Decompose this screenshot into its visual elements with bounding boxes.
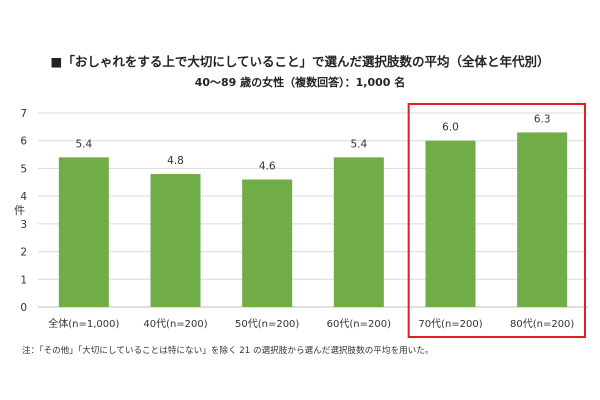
x-tick-label: 50代(n=200) (235, 318, 299, 330)
y-tick-label: 3 (20, 219, 27, 231)
y-tick-label: 6 (20, 136, 27, 148)
bar (517, 132, 568, 307)
bar (150, 173, 201, 307)
chart-title: ■「おしゃれをする上で大切にしていること」で選んだ選択肢数の平均（全体と年代別） (51, 54, 550, 69)
chart-subtitle: 40～89 歳の女性（複数回答）：1,000 名 (195, 75, 406, 89)
bars (58, 132, 568, 307)
gridlines (38, 112, 588, 308)
data-label: 6.0 (442, 122, 459, 134)
bar (58, 157, 109, 307)
highlight-box (407, 103, 586, 338)
x-tick-label: 80代(n=200) (510, 318, 574, 330)
y-tick-label: 2 (20, 247, 27, 259)
x-tick-label: 40代(n=200) (143, 318, 207, 330)
bar (242, 179, 293, 307)
data-label: 4.6 (259, 161, 276, 173)
data-label: 4.8 (167, 155, 184, 167)
highlight-group (407, 103, 586, 338)
y-axis-ticks: 0 1 2 3 4 5 6 7 (20, 108, 27, 314)
chart-note: 注：「その他」「大切にしていることは特にない」を除く 21 の選択肢から選んだ選… (22, 344, 433, 356)
y-axis-label: 件 (14, 204, 25, 217)
y-tick-label: 7 (20, 108, 27, 120)
x-tick-label: 全体(n=1,000) (48, 317, 119, 330)
x-tick-label: 70代(n=200) (418, 318, 482, 330)
bar (333, 157, 384, 307)
bar (425, 140, 476, 307)
y-tick-label: 4 (20, 191, 27, 203)
data-label: 6.3 (534, 113, 551, 125)
x-axis-labels: 全体(n=1,000) 40代(n=200) 50代(n=200) 60代(n=200… (48, 317, 574, 330)
y-tick-label: 1 (20, 274, 27, 286)
data-label: 5.4 (75, 138, 92, 150)
data-label: 5.4 (350, 138, 367, 150)
value-labels: 5.4 4.8 4.6 5.4 6.0 6.3 (75, 113, 550, 172)
y-tick-label: 0 (20, 302, 27, 314)
y-tick-label: 5 (20, 163, 27, 175)
x-tick-label: 60代(n=200) (327, 318, 391, 330)
